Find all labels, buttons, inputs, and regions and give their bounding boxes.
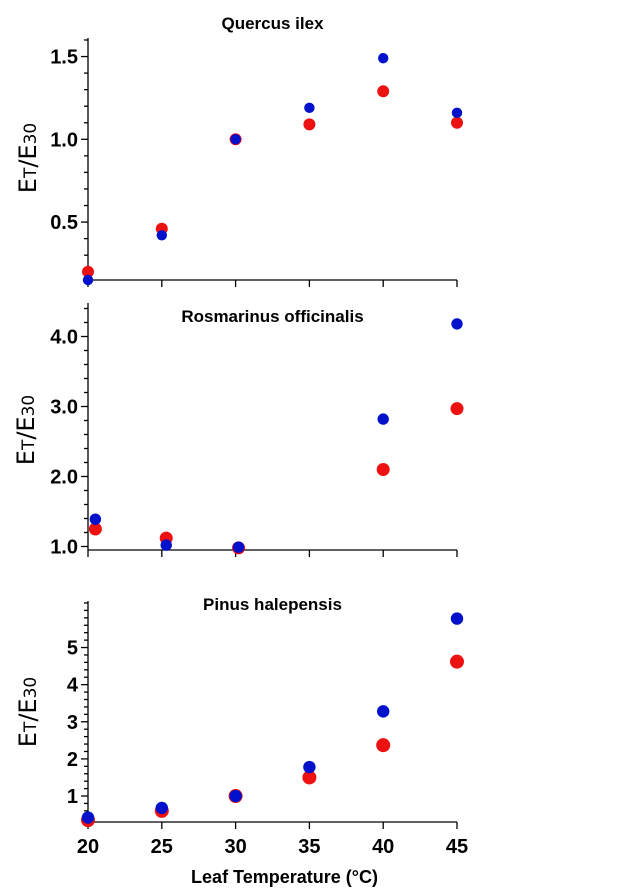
y-tick-label: 4.0 [50, 327, 78, 349]
x-tick-label: 40 [372, 836, 394, 858]
data-point-series-2 [160, 539, 172, 551]
y-tick-label: 1.5 [50, 47, 78, 69]
chart-title: Rosmarinus officinalis [181, 307, 363, 326]
data-point-series-2 [451, 318, 463, 330]
data-point-series-1 [88, 522, 102, 536]
chart-title: Quercus ilex [221, 14, 324, 33]
data-point-series-2 [81, 811, 95, 824]
y-tick-label: 3 [67, 712, 78, 734]
y-axis-label: ET/E30 [14, 123, 42, 193]
data-point-series-2 [229, 789, 242, 803]
y-tick-label: 1.0 [50, 537, 78, 559]
data-point-series-1 [303, 118, 316, 131]
y-axis-label-text: /E [14, 698, 42, 721]
x-tick-label: 25 [151, 836, 173, 858]
x-tick-label: 35 [298, 836, 320, 858]
y-axis-label-text: /E [12, 416, 40, 439]
data-point-series-1 [376, 463, 390, 476]
data-point-series-1 [377, 85, 390, 98]
data-point-series-1 [451, 116, 463, 129]
data-point-series-1 [376, 738, 391, 753]
data-point-series-2 [377, 413, 389, 425]
data-point-series-2 [451, 107, 463, 119]
data-point-series-1 [450, 402, 464, 416]
chart-title: Pinus halepensis [203, 595, 342, 614]
data-point-series-2 [377, 705, 390, 718]
y-axis-label-subscript: 30 [21, 677, 41, 699]
data-point-series-2 [82, 274, 94, 286]
y-tick-label: 3.0 [50, 397, 78, 419]
y-axis-label-text: E [14, 178, 42, 193]
data-point-series-1 [82, 265, 94, 278]
y-tick-label: 1.0 [50, 129, 78, 151]
data-point-series-2 [89, 513, 102, 525]
x-tick-label: 20 [77, 836, 99, 858]
y-axis-label: ET/E30 [14, 677, 42, 747]
data-point-series-2 [230, 134, 241, 145]
y-axis-label-subscript: T [21, 167, 41, 179]
data-point-series-1 [450, 654, 464, 669]
y-axis-label: ET/E30 [12, 395, 40, 465]
data-point-series-2 [378, 53, 389, 64]
data-point-series-2 [450, 612, 464, 625]
y-tick-label: 2.0 [50, 467, 78, 489]
y-tick-label: 2 [67, 749, 78, 771]
y-axis-label-subscript: T [19, 439, 39, 451]
y-tick-label: 4 [67, 675, 79, 697]
y-tick-label: 1 [67, 786, 78, 808]
chart-panel-1: Quercus ilex 0.5 1.0 1.5 ET/E30 [14, 14, 463, 287]
y-axis-label-text: E [12, 450, 40, 465]
y-axis-label-subscript: T [21, 721, 41, 733]
y-axis-label-subscript: 30 [19, 395, 39, 417]
chart-panel-2: Rosmarinus officinalis 1.0 2.0 3.0 4.0 ET/E30 [12, 303, 464, 559]
x-tick-label: 45 [446, 836, 468, 858]
y-axis-label-text: /E [14, 144, 42, 167]
y-axis-label-subscript: 30 [21, 123, 41, 145]
y-tick-label: 0.5 [50, 212, 78, 234]
x-axis-label: Leaf Temperature (°C) [191, 867, 378, 887]
data-point-series-2 [304, 102, 315, 114]
y-tick-label: 5 [67, 638, 78, 660]
data-point-series-2 [155, 801, 168, 815]
x-tick-label: 30 [224, 836, 246, 858]
data-point-series-1 [302, 770, 317, 785]
data-point-series-2 [303, 760, 316, 774]
data-point-series-2 [232, 541, 245, 553]
data-point-series-2 [156, 230, 167, 241]
y-axis-label-text: E [14, 732, 42, 747]
